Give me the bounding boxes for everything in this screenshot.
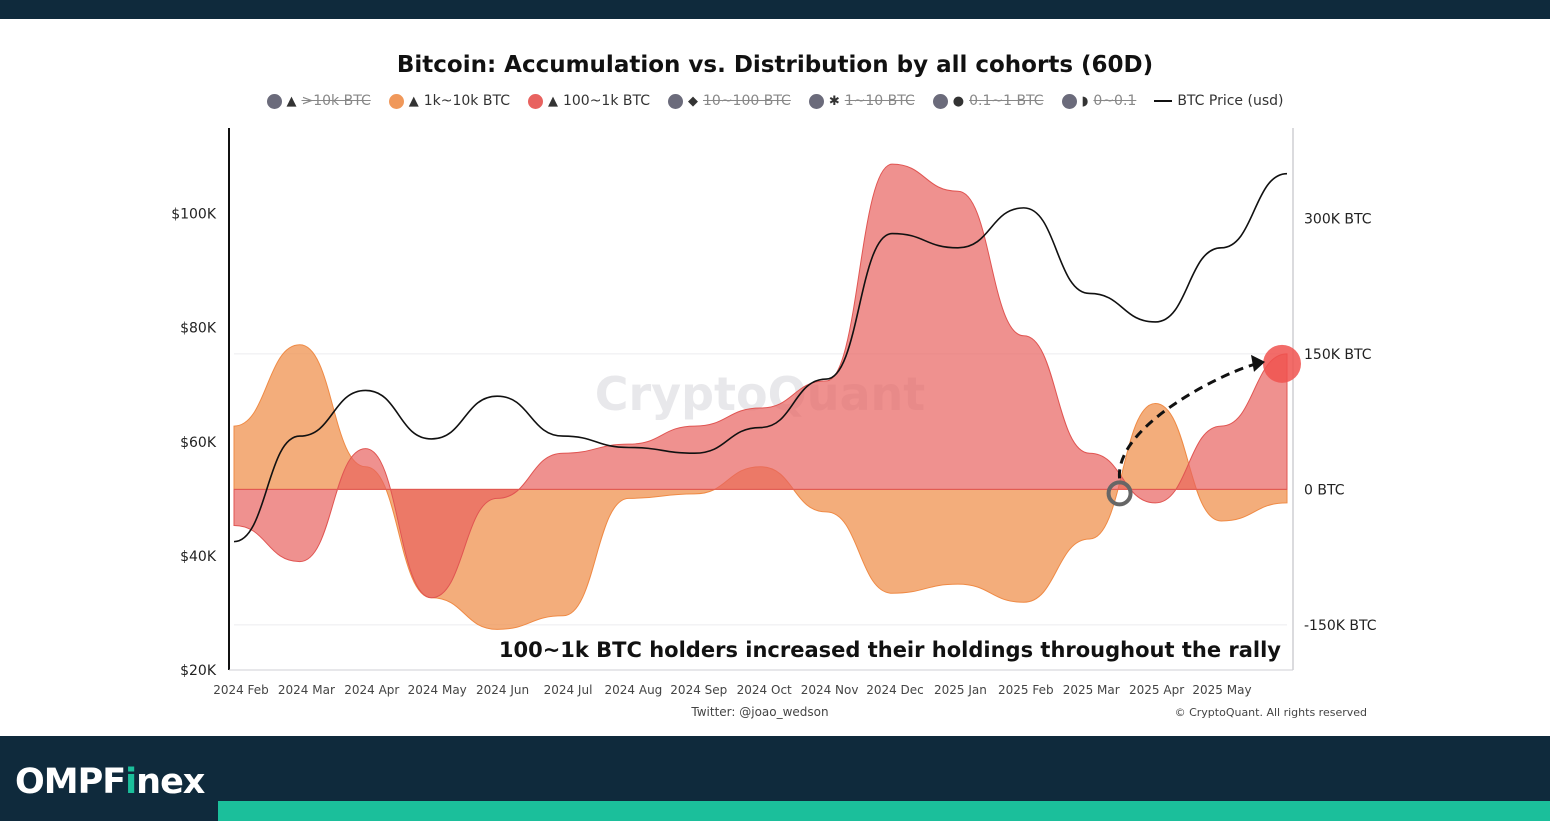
legend-item-1k-10k[interactable]: ▲ 1k~10k BTC [388, 93, 510, 109]
annotation-caption: 100~1k BTC holders increased their holdi… [499, 638, 1281, 662]
y-left-tick-label: $60K [180, 435, 217, 451]
x-tick-label: 2025 Apr [1129, 683, 1184, 697]
legend-dot [808, 93, 824, 109]
y-right-tick-label: 300K BTC [1304, 211, 1372, 227]
x-tick-label: 2024 Nov [801, 683, 859, 697]
legend-item-100-1k[interactable]: ▲ 100~1k BTC [527, 93, 650, 109]
x-tick-label: 2024 Dec [866, 683, 924, 697]
area-series [233, 163, 1288, 630]
area-100-1k-btc [233, 163, 1288, 599]
y-left-tick-label: $20K [180, 663, 217, 679]
legend-item-btc-price[interactable]: BTC Price (usd) [1154, 93, 1283, 109]
brand-accent: i [125, 762, 137, 802]
y-right-tick-label: 150K BTC [1304, 347, 1372, 363]
x-tick-label: 2024 Aug [605, 683, 663, 697]
legend-dot [668, 93, 683, 109]
whale-icon: ▲ [286, 93, 297, 109]
source-credit: Twitter: @joao_wedson [690, 705, 828, 719]
x-tick-label: 2024 Sep [670, 683, 727, 697]
x-tick-label: 2025 Jan [934, 683, 987, 697]
chart-title: Bitcoin: Accumulation vs. Distribution b… [396, 52, 1154, 78]
price-series [233, 172, 1288, 543]
octopus-icon: ● [952, 93, 965, 109]
x-tick-label: 2024 May [408, 683, 467, 697]
legend-label: 0.1~1 BTC [969, 93, 1044, 109]
legend-label: 0~0.1 [1093, 93, 1137, 109]
x-tick-label: 2024 Jun [476, 683, 529, 697]
btc-price-line [233, 172, 1288, 543]
chart-legend: ▲ >10k BTC ▲ 1k~10k BTC ▲ 100~1k BTC ◆ 1… [0, 89, 1550, 113]
rally-arrow-head [1251, 354, 1265, 372]
legend-label: 1~10 BTC [844, 93, 915, 109]
x-tick-label: 2025 Feb [998, 683, 1054, 697]
legend-item-10-100[interactable]: ◆ 10~100 BTC [668, 93, 791, 109]
brand-prefix: OMPF [15, 762, 126, 802]
legend-item-0-0-1[interactable]: ◗ 0~0.1 [1061, 93, 1137, 109]
legend-item-10k-plus[interactable]: ▲ >10k BTC [266, 93, 371, 109]
grid-lines [234, 353, 1287, 626]
shark-icon: ▲ [547, 93, 558, 109]
y-right-tick-label: 0 BTC [1304, 482, 1345, 498]
y-left-tick-label: $80K [180, 321, 217, 337]
shark-icon: ▲ [408, 93, 419, 109]
legend-label: BTC Price (usd) [1177, 93, 1284, 109]
legend-dot [932, 93, 948, 109]
x-tick-label: 2024 Jul [544, 683, 593, 697]
legend-label: 1k~10k BTC [423, 93, 510, 109]
annotations: 100~1k BTC holders increased their holdi… [499, 344, 1367, 719]
rally-start-marker [1106, 480, 1133, 507]
tick-labels: $100K $80K $60K $40K $20K 300K BTC 150K BTC 0 B… [171, 207, 1377, 697]
legend-dot [266, 93, 282, 109]
x-tick-label: 2024 Feb [213, 683, 269, 697]
top-bar [0, 0, 1550, 19]
crab-icon: ✱ [828, 93, 840, 109]
legend-dot [1061, 93, 1077, 109]
legend-item-0-1-1[interactable]: ● 0.1~1 BTC [932, 93, 1044, 109]
x-tick-label: 2025 Mar [1063, 683, 1120, 697]
brand-logo[interactable]: OMPFinex [15, 762, 205, 802]
rally-arrow [1118, 362, 1258, 479]
x-tick-label: 2024 Apr [344, 683, 399, 697]
y-left-tick-label: $100K [171, 207, 217, 223]
x-tick-label: 2024 Mar [278, 683, 335, 697]
legend-line-swatch [1154, 100, 1173, 102]
y-right-tick-label: -150K BTC [1304, 618, 1377, 634]
brand-suffix: nex [136, 762, 205, 802]
axes [228, 128, 1294, 671]
legend-label: 100~1k BTC [562, 93, 650, 109]
legend-item-1-10[interactable]: ✱ 1~10 BTC [808, 93, 915, 109]
x-tick-label: 2024 Oct [737, 683, 792, 697]
y-left-tick-label: $40K [180, 549, 217, 565]
accent-band [218, 801, 1550, 821]
fish-icon: ◆ [688, 93, 698, 109]
legend-dot [527, 93, 543, 109]
shrimp-icon: ◗ [1081, 93, 1089, 109]
x-tick-label: 2025 May [1192, 683, 1251, 697]
legend-label: 10~100 BTC [703, 93, 791, 109]
rally-end-marker [1263, 344, 1301, 383]
legend-label: >10k BTC [301, 93, 371, 109]
legend-dot [388, 93, 404, 109]
copyright-notice: © CryptoQuant. All rights reserved [1175, 706, 1367, 719]
